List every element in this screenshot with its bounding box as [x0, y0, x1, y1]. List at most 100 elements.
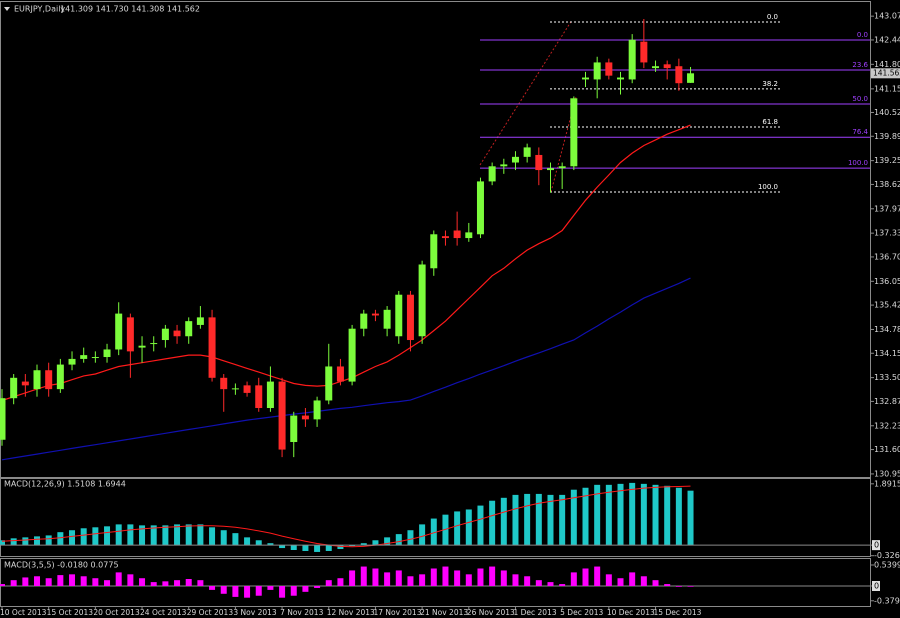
- macd-bar: [465, 509, 472, 546]
- osma-bar: [465, 574, 472, 587]
- osma-bar: [489, 566, 496, 587]
- osma-bar: [372, 568, 379, 587]
- fibo-label: 61.8: [762, 118, 778, 126]
- osma-bar: [594, 566, 601, 587]
- candle-body: [441, 236, 449, 239]
- osma-bar: [244, 586, 251, 598]
- ohlc-text: 141.309 141.730 141.308 141.562: [60, 5, 200, 14]
- osma-bar: [22, 577, 29, 587]
- candle-body: [278, 381, 286, 450]
- macd-bar: [337, 545, 344, 550]
- symbol-title: EURJPY,Daily: [14, 5, 65, 14]
- y-tick-label: 141.800: [874, 60, 900, 69]
- fibo-label: 50.0: [852, 95, 868, 103]
- x-tick-label: 5 Dec 2013: [560, 608, 603, 617]
- osma-bar: [675, 586, 682, 587]
- fibo-label: 23.6: [852, 61, 868, 69]
- macd-bar: [232, 533, 239, 546]
- macd-bar: [209, 527, 216, 546]
- candle-body: [290, 415, 298, 443]
- candle-body: [500, 164, 508, 167]
- candle-body: [617, 77, 625, 80]
- y-tick-label: 137.975: [874, 204, 900, 213]
- x-tick-label: 7 Nov 2013: [280, 608, 323, 617]
- osma-bar: [302, 586, 309, 592]
- candle-body: [150, 343, 158, 345]
- macd-bar: [395, 534, 402, 546]
- candle-body: [383, 309, 391, 329]
- y-tick-label: 136.700: [874, 252, 900, 261]
- macd-bar: [290, 545, 297, 551]
- osma-bar: [139, 578, 146, 587]
- macd-bar: [640, 483, 647, 546]
- osma-bar: [80, 576, 87, 587]
- osma-bar: [127, 574, 134, 587]
- macd-bar: [617, 483, 624, 546]
- candle-body: [126, 317, 134, 352]
- candle-body: [476, 181, 484, 235]
- candle-body: [243, 385, 251, 393]
- osma-bar: [45, 578, 52, 587]
- fibo-label: 76.4: [852, 128, 868, 136]
- candle-body: [173, 330, 181, 337]
- macd-bar: [0, 540, 5, 546]
- fibo-label: 0.0: [767, 13, 778, 21]
- macd-bar: [57, 532, 64, 546]
- y-tick-label: 139.895: [874, 132, 900, 141]
- macd-bar: [559, 494, 566, 546]
- macd-bar: [489, 500, 496, 546]
- candle-body: [301, 415, 309, 420]
- macd-bar: [220, 530, 227, 546]
- osma-bar: [547, 582, 554, 587]
- osma-bar: [290, 586, 297, 596]
- macd-bar: [139, 525, 146, 546]
- x-tick-label: 3 Nov 2013: [233, 608, 276, 617]
- candle-body: [535, 154, 543, 171]
- osma-bar: [92, 578, 99, 587]
- macd-bar: [384, 537, 391, 546]
- osma-bar: [197, 580, 204, 587]
- osma-bar: [570, 572, 577, 587]
- osma-bar: [407, 576, 414, 587]
- candle-body: [185, 321, 193, 337]
- candle-body: [465, 232, 473, 239]
- osma-panel-frame: [0, 558, 871, 607]
- menu-arrow[interactable]: [4, 7, 10, 11]
- candle-body: [220, 377, 228, 390]
- macd-bar: [325, 545, 332, 551]
- candle-body: [675, 66, 683, 84]
- candle-body: [56, 364, 64, 390]
- macd-bar: [594, 484, 601, 546]
- macd-bar: [104, 526, 111, 546]
- osma-bar: [150, 582, 157, 587]
- y-tick-label: 139.250: [874, 156, 900, 165]
- osma-bar: [255, 586, 262, 596]
- macd-title: MACD(12,26,9) 1.5108 1.6944: [4, 480, 126, 489]
- zero-label-box: [872, 581, 880, 592]
- candle-body: [0, 398, 6, 440]
- osma-bar: [477, 568, 484, 587]
- osma-bar: [442, 566, 449, 587]
- osma-bar: [232, 586, 239, 597]
- osma-bar: [640, 576, 647, 587]
- osma-bar: [0, 584, 5, 587]
- candle-body: [570, 98, 578, 167]
- candle-body: [103, 349, 111, 358]
- candle-body: [511, 156, 519, 163]
- candle-body: [325, 366, 333, 401]
- osma-bar: [524, 576, 531, 587]
- macd-bar: [92, 527, 99, 546]
- osma-bar: [115, 572, 122, 587]
- y-tick-label: 138.620: [874, 180, 900, 189]
- y-tick-label: 140.525: [874, 108, 900, 117]
- osma-bar: [512, 574, 519, 587]
- fibo-label: 38.2: [762, 80, 778, 88]
- osma-bar: [664, 584, 671, 587]
- macd-bar: [570, 489, 577, 546]
- x-tick-label: 12 Nov 2013: [327, 608, 375, 617]
- candle-body: [687, 73, 695, 83]
- candle-body: [406, 294, 414, 341]
